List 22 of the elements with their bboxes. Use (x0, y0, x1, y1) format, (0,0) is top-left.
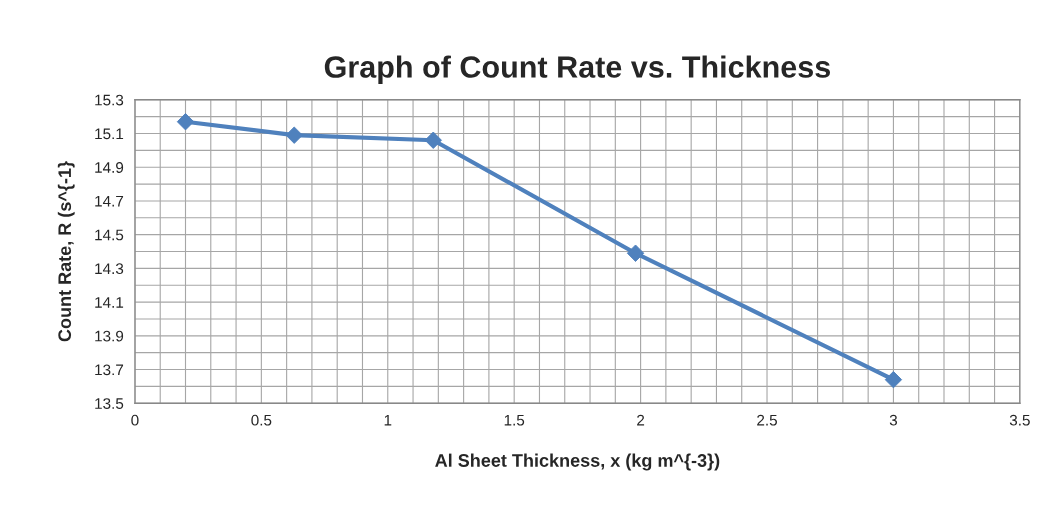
y-tick-label: 14.7 (95, 195, 124, 207)
y-tick-label: 13.7 (95, 364, 124, 376)
y-axis-title: Count Rate, R (s^{-1} (57, 161, 75, 342)
x-tick-label: 1.5 (504, 414, 525, 426)
x-axis-title: Al Sheet Thickness, x (kg m^{-3}) (435, 453, 720, 471)
x-tick-label: 1 (384, 414, 392, 426)
y-tick-label: 14.9 (95, 162, 124, 173)
y-tick-label: 13.9 (95, 330, 124, 342)
y-tick-label: 14.5 (95, 229, 124, 241)
y-tick-label: 14.3 (95, 263, 124, 275)
point (176, 113, 195, 131)
x-tick-label: 2 (637, 414, 645, 426)
x-tick-label: 3.5 (1009, 414, 1030, 426)
y-tick-label: 14.1 (95, 297, 124, 308)
y-tick-label: 15.1 (95, 128, 124, 140)
chart-title: Graph of Count Rate vs. Thickness (324, 55, 830, 84)
x-tick-label: 0.5 (251, 414, 272, 426)
y-tick-label: 13.5 (95, 398, 124, 409)
x-tick-label: 3 (889, 414, 898, 426)
x-tick-label: 0 (131, 414, 139, 426)
x-tick-label: 2.5 (757, 414, 777, 426)
y-tick-label: 15.3 (95, 94, 124, 106)
